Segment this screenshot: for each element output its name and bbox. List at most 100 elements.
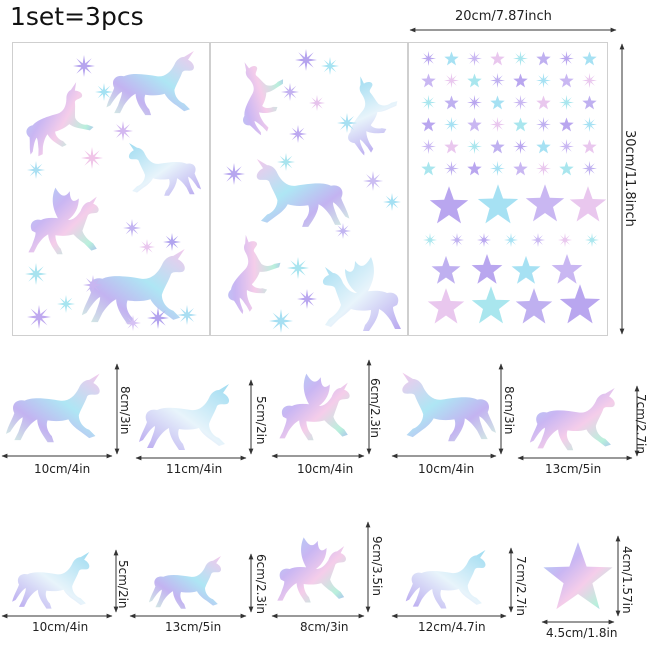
star-icon xyxy=(421,161,436,176)
star-icon xyxy=(471,286,511,324)
unicorn-sticker-3 xyxy=(390,362,514,462)
sparkle-icon xyxy=(513,95,528,110)
sticker-2-height: 5cm/2in xyxy=(254,396,268,445)
sticker-10-height: 4cm/1.57in xyxy=(620,546,634,614)
unicorn-icon xyxy=(6,373,100,443)
sheet-width-arrow xyxy=(409,27,617,33)
star-icon xyxy=(477,184,519,224)
sticker-4-height: 8cm/3in xyxy=(502,386,516,435)
star-icon xyxy=(513,161,528,176)
unicorn-sticker-7 xyxy=(390,546,518,620)
star-icon xyxy=(513,117,528,132)
sticker-8-width: 8cm/3in xyxy=(300,620,349,634)
sticker-2-width: 11cm/4in xyxy=(166,462,223,476)
sparkle-icon xyxy=(504,233,518,247)
sparkle-icon xyxy=(477,233,491,247)
sticker-1-height: 8cm/3in xyxy=(118,386,132,435)
star-icon xyxy=(582,95,597,110)
star-icon xyxy=(421,73,436,88)
sheet-width-label: 20cm/7.87inch xyxy=(455,9,552,24)
star-icon xyxy=(536,51,551,66)
sparkle-icon xyxy=(582,117,597,132)
pegasus-icon xyxy=(279,373,350,441)
sparkle-icon xyxy=(423,233,437,247)
star-icon xyxy=(471,253,503,284)
sparkle-icon xyxy=(559,95,574,110)
star-icon xyxy=(467,161,482,176)
sparkle-icon xyxy=(559,51,574,66)
sticker-9-width: 12cm/4.7in xyxy=(418,620,486,634)
sparkle-icon xyxy=(490,161,505,176)
sticker-8-height: 9cm/3.5in xyxy=(370,536,384,596)
sparkle-icon xyxy=(513,139,528,154)
sparkle-icon xyxy=(531,233,545,247)
star-icon xyxy=(444,139,459,154)
sticker-5-width: 13cm/5in xyxy=(545,462,602,476)
star-icon xyxy=(536,95,551,110)
star-icon xyxy=(467,73,482,88)
star-icon xyxy=(427,288,465,324)
sticker-5-height: 7cm/2.7in xyxy=(634,394,648,454)
unicorn-sticker-1 xyxy=(0,362,125,462)
star-icon xyxy=(429,186,469,224)
pegasus-sticker-2 xyxy=(270,520,376,620)
sticker-3-height: 6cm/2.3in xyxy=(368,378,382,438)
sparkle-icon xyxy=(444,161,459,176)
star-icon xyxy=(559,73,574,88)
sparkle-icon xyxy=(513,51,528,66)
sticker-sheet-2 xyxy=(207,42,408,336)
sparkle-icon xyxy=(421,51,436,66)
sparkle-icon xyxy=(559,139,574,154)
sparkle-icon xyxy=(444,117,459,132)
sparkle-icon xyxy=(467,95,482,110)
star-icon xyxy=(490,51,505,66)
sparkle-icon xyxy=(450,233,464,247)
sparkle-icon xyxy=(536,73,551,88)
star-icon xyxy=(536,139,551,154)
star-icon xyxy=(569,186,607,222)
sparkle-icon xyxy=(421,139,436,154)
star-icon xyxy=(431,255,461,284)
star-icon xyxy=(490,95,505,110)
star-icon xyxy=(559,161,574,176)
set-title: 1set=3pcs xyxy=(10,2,144,31)
sparkle-icon xyxy=(558,233,572,247)
sticker-7-width: 13cm/5in xyxy=(165,620,222,634)
unicorn-sticker-5 xyxy=(0,548,125,620)
sheet-1-art xyxy=(10,51,201,331)
star-icon xyxy=(582,139,597,154)
unicorn-sticker-4 xyxy=(516,384,646,462)
sparkle-icon xyxy=(536,117,551,132)
unicorn-sticker-6 xyxy=(128,552,258,620)
sticker-3-width: 10cm/4in xyxy=(297,462,354,476)
sparkle-icon xyxy=(467,139,482,154)
sheet-height-arrow xyxy=(619,43,625,335)
sparkle-icon xyxy=(490,117,505,132)
sticker-6-height: 5cm/2in xyxy=(116,560,130,609)
sticker-4-width: 10cm/4in xyxy=(418,462,475,476)
sticker-10-width: 4.5cm/1.8in xyxy=(546,626,618,640)
sticker-sheet-1 xyxy=(10,42,210,336)
sparkle-icon xyxy=(421,95,436,110)
star-icon xyxy=(582,51,597,66)
sticker-6-width: 10cm/4in xyxy=(32,620,89,634)
star-icon xyxy=(525,184,565,222)
sheet-3-art xyxy=(421,51,607,324)
sparkle-icon xyxy=(536,161,551,176)
star-icon xyxy=(559,284,601,324)
star-icon xyxy=(444,95,459,110)
sparkle-icon xyxy=(444,73,459,88)
sticker-9-height: 7cm/2.7in xyxy=(514,556,528,616)
sticker-1-width: 10cm/4in xyxy=(34,462,91,476)
star-icon xyxy=(490,139,505,154)
sticker-sheet-3 xyxy=(408,42,608,336)
star-icon xyxy=(511,255,541,284)
star-icon xyxy=(543,542,613,610)
star-icon xyxy=(559,117,574,132)
sparkle-icon xyxy=(585,233,599,247)
sticker-7-height: 6cm/2.3in xyxy=(254,554,268,614)
sparkle-icon xyxy=(582,161,597,176)
sparkle-icon xyxy=(467,51,482,66)
star-icon xyxy=(513,73,528,88)
star-icon xyxy=(515,288,553,324)
